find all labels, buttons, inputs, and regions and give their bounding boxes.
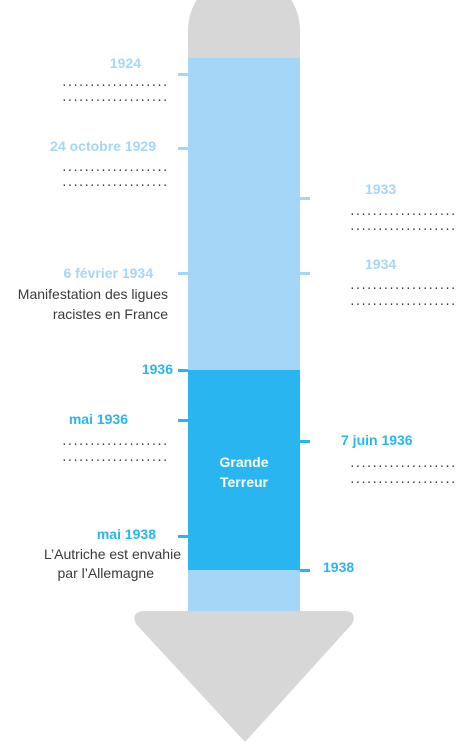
event-description: Manifestation des ligues: [17, 286, 168, 302]
blank-line: ...................: [61, 437, 168, 449]
tick-1938: [300, 569, 310, 572]
blank-line: ...................: [349, 207, 456, 219]
date-1934: 1934: [365, 256, 397, 272]
blank-line: ...................: [61, 453, 168, 465]
period-label-line-2: Terreur: [220, 474, 268, 490]
date-mai-1936: mai 1936: [68, 411, 128, 427]
event-description: racistes en France: [52, 306, 168, 322]
date-1933: 1933: [365, 181, 397, 197]
tick-1934: [300, 272, 310, 275]
blank-line: ...................: [61, 178, 168, 190]
blank-line: ...................: [61, 78, 168, 90]
thermometer-top-cap: [188, 0, 300, 58]
tick-may-1936: [178, 419, 188, 422]
tick-jun-1936: [300, 440, 310, 443]
date-1936: 1936: [141, 361, 173, 377]
period-grande-terreur: [188, 370, 300, 570]
tick-oct-1929: [178, 147, 188, 150]
blank-line: ...................: [349, 475, 456, 487]
tick-feb-1934: [178, 272, 188, 275]
tick-1936: [178, 369, 188, 372]
blank-line: ...................: [61, 93, 168, 105]
blank-line: ...................: [61, 163, 168, 175]
period-label-line-1: Grande: [219, 454, 269, 470]
date-mai-1938: mai 1938: [96, 526, 156, 542]
tick-1924: [178, 73, 188, 76]
blank-line: ...................: [349, 222, 456, 234]
tick-may-1938: [178, 535, 188, 538]
period-label: Grande Terreur: [188, 452, 300, 492]
blank-line: ...................: [349, 281, 456, 293]
date-7-juin-1936: 7 juin 1936: [341, 432, 413, 448]
date-6-fevrier-1934: 6 février 1934: [63, 265, 153, 281]
date-1938: 1938: [323, 559, 355, 575]
blank-line: ...................: [349, 459, 456, 471]
event-description: par l’Allemagne: [57, 565, 155, 581]
tick-1933: [300, 197, 310, 200]
date-24-octobre-1929: 24 octobre 1929: [50, 138, 156, 154]
date-1924: 1924: [109, 55, 141, 71]
bottom-arrow: [134, 611, 354, 742]
blank-line: ...................: [349, 297, 456, 309]
event-description: L’Autriche est envahie: [44, 546, 181, 562]
